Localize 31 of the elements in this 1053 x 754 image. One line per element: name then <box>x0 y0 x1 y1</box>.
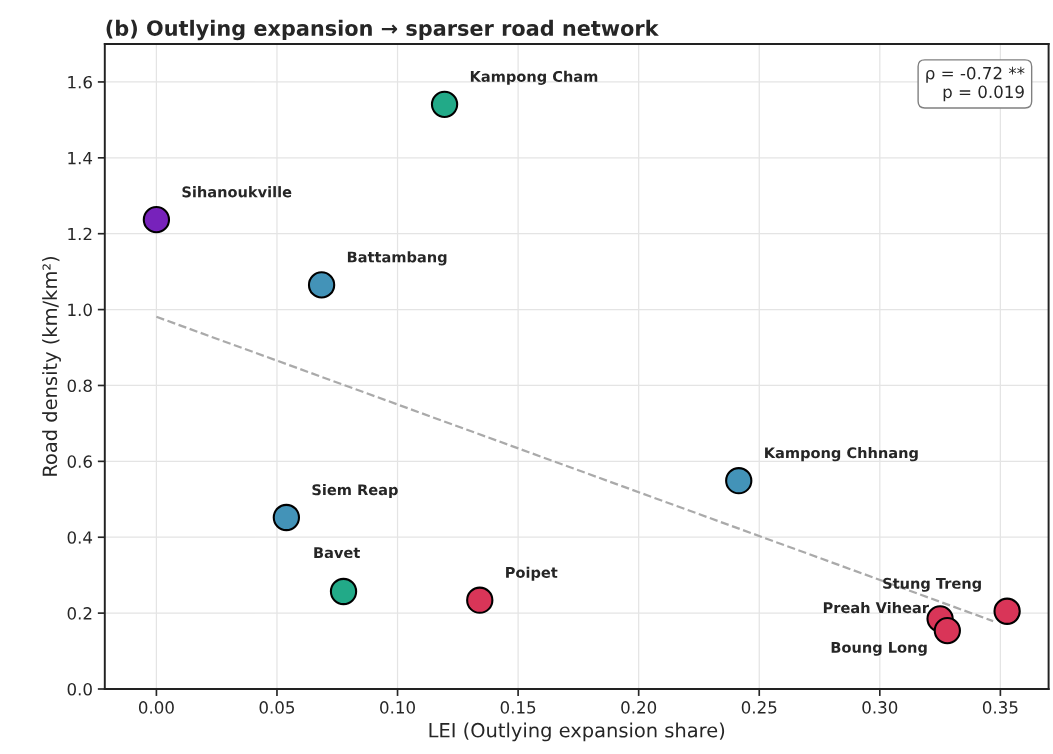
y-tick-label: 1.4 <box>68 152 93 165</box>
annotation: ρ = -0.72 ** p = 0.019 <box>926 66 1025 102</box>
annotation: Preah Vihear <box>823 601 929 614</box>
x-tick-label: 0.00 <box>138 701 174 714</box>
x-tick-label: 0.20 <box>621 701 657 714</box>
x-tick-label: 0.35 <box>982 701 1018 714</box>
x-tick-label: 0.30 <box>862 701 898 714</box>
y-tick-label: 1.6 <box>68 75 92 89</box>
x-tick-label: 0.15 <box>500 701 536 714</box>
annotation: Boung Long <box>831 642 927 656</box>
x-tick-label: 0.25 <box>741 701 777 714</box>
y-tick-label: 0.0 <box>67 682 92 696</box>
x-axis-title: LEI (Outlying expansion share) <box>429 722 725 742</box>
annotation: Kampong Chhnang <box>765 447 918 462</box>
y-tick-label: 1.2 <box>68 227 92 241</box>
y-tick-label: 0.6 <box>67 455 92 468</box>
y-tick-label: 0.8 <box>67 379 92 393</box>
annotation: Sihanoukville <box>182 186 292 198</box>
y-tick-label: 0.4 <box>67 531 93 544</box>
y-tick-label: 1.0 <box>68 303 92 317</box>
annotation: Siem Reap <box>312 483 398 499</box>
y-tick-label: 0.2 <box>67 607 92 620</box>
annotation: Poipet <box>506 566 558 581</box>
y-axis-title: Road density (km/km²) <box>42 256 61 476</box>
chart-title: (b) Outlying expansion → sparser road network <box>106 19 659 41</box>
x-tick-label: 0.05 <box>259 701 295 714</box>
annotation: Bavet <box>314 547 360 559</box>
annotation: Kampong Cham <box>470 70 598 85</box>
x-tick-label: 0.10 <box>380 701 415 714</box>
annotation: Stung Treng <box>883 577 981 592</box>
annotation: Battambang <box>347 251 447 266</box>
